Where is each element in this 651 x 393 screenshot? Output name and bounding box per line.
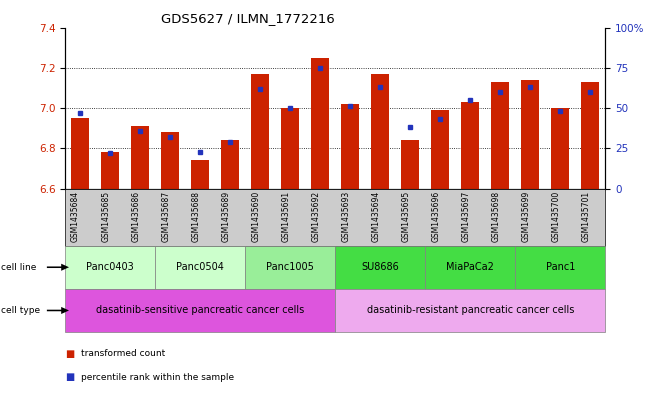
Text: ■: ■ — [65, 372, 74, 382]
Bar — [581, 82, 600, 189]
Text: cell type: cell type — [1, 306, 40, 315]
Bar — [221, 140, 239, 189]
Bar — [131, 126, 149, 189]
Text: cell line: cell line — [1, 263, 36, 272]
Bar — [71, 118, 89, 189]
Text: GDS5627 / ILMN_1772216: GDS5627 / ILMN_1772216 — [161, 12, 334, 25]
Bar — [371, 74, 389, 189]
Bar — [462, 102, 479, 189]
Bar — [521, 80, 540, 189]
Text: SU8686: SU8686 — [361, 262, 399, 272]
Bar — [101, 152, 119, 189]
Bar — [432, 110, 449, 189]
Text: dasatinib-resistant pancreatic cancer cells: dasatinib-resistant pancreatic cancer ce… — [367, 305, 574, 316]
Text: GSM1435687: GSM1435687 — [161, 191, 170, 242]
Text: GSM1435697: GSM1435697 — [462, 191, 470, 242]
Text: GSM1435684: GSM1435684 — [71, 191, 80, 242]
Text: GSM1435692: GSM1435692 — [311, 191, 320, 242]
Text: GSM1435685: GSM1435685 — [101, 191, 110, 242]
Text: GSM1435695: GSM1435695 — [401, 191, 410, 242]
Text: GSM1435698: GSM1435698 — [492, 191, 501, 242]
Text: percentile rank within the sample: percentile rank within the sample — [81, 373, 234, 382]
Text: Panc1: Panc1 — [546, 262, 575, 272]
Bar — [401, 140, 419, 189]
Bar — [161, 132, 179, 189]
Text: GSM1435700: GSM1435700 — [551, 191, 561, 242]
Text: GSM1435693: GSM1435693 — [341, 191, 350, 242]
Bar — [191, 160, 209, 189]
Text: transformed count: transformed count — [81, 349, 165, 358]
Bar — [551, 108, 570, 189]
Bar — [311, 58, 329, 189]
Text: GSM1435701: GSM1435701 — [581, 191, 590, 242]
Text: GSM1435699: GSM1435699 — [521, 191, 531, 242]
Text: GSM1435696: GSM1435696 — [432, 191, 440, 242]
Text: GSM1435686: GSM1435686 — [131, 191, 140, 242]
Text: GSM1435694: GSM1435694 — [371, 191, 380, 242]
Text: MiaPaCa2: MiaPaCa2 — [447, 262, 494, 272]
Text: GSM1435689: GSM1435689 — [221, 191, 230, 242]
Text: Panc0504: Panc0504 — [176, 262, 224, 272]
Text: GSM1435688: GSM1435688 — [191, 191, 201, 242]
Bar — [251, 74, 270, 189]
Text: GSM1435691: GSM1435691 — [281, 191, 290, 242]
Text: Panc1005: Panc1005 — [266, 262, 314, 272]
Bar — [341, 104, 359, 189]
Bar — [281, 108, 299, 189]
Text: Panc0403: Panc0403 — [86, 262, 134, 272]
Text: dasatinib-sensitive pancreatic cancer cells: dasatinib-sensitive pancreatic cancer ce… — [96, 305, 304, 316]
Text: ■: ■ — [65, 349, 74, 359]
Bar — [492, 82, 509, 189]
Text: GSM1435690: GSM1435690 — [251, 191, 260, 242]
